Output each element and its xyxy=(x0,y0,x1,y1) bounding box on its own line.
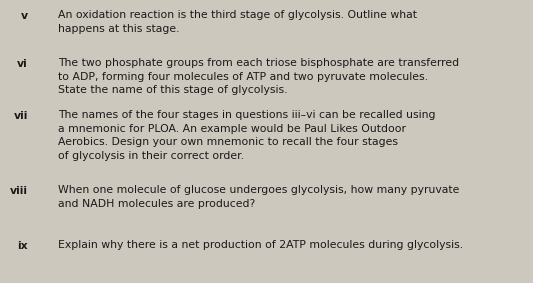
Text: ix: ix xyxy=(18,241,28,251)
Text: The two phosphate groups from each triose bisphosphate are transferred
to ADP, f: The two phosphate groups from each trios… xyxy=(58,58,459,95)
Text: vii: vii xyxy=(14,111,28,121)
Text: An oxidation reaction is the third stage of glycolysis. Outline what
happens at : An oxidation reaction is the third stage… xyxy=(58,10,417,34)
Text: v: v xyxy=(21,11,28,21)
Text: When one molecule of glucose undergoes glycolysis, how many pyruvate
and NADH mo: When one molecule of glucose undergoes g… xyxy=(58,185,459,209)
Text: viii: viii xyxy=(10,186,28,196)
Text: The names of the four stages in questions iii–vi can be recalled using
a mnemoni: The names of the four stages in question… xyxy=(58,110,435,161)
Text: vi: vi xyxy=(17,59,28,69)
Text: Explain why there is a net production of 2ATP molecules during glycolysis.: Explain why there is a net production of… xyxy=(58,240,463,250)
